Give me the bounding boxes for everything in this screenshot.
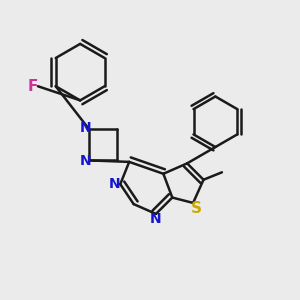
Text: N: N (109, 177, 121, 191)
Text: N: N (150, 212, 162, 226)
Text: N: N (80, 121, 91, 135)
Text: N: N (80, 154, 91, 168)
Text: S: S (190, 201, 202, 216)
Text: F: F (27, 79, 38, 94)
